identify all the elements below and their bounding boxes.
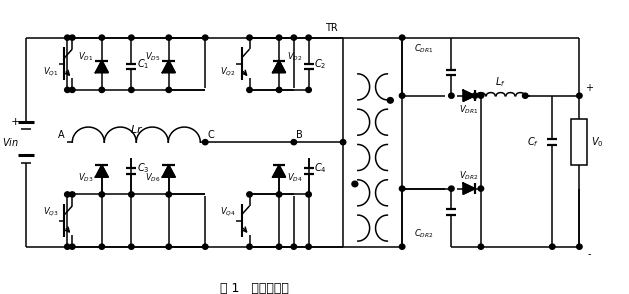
Circle shape: [387, 98, 393, 103]
Circle shape: [166, 35, 172, 40]
Polygon shape: [162, 165, 175, 177]
Text: +: +: [585, 83, 593, 93]
Bar: [572, 119, 587, 166]
Text: $C_{DR2}$: $C_{DR2}$: [414, 228, 433, 240]
Circle shape: [70, 35, 75, 40]
Text: $V_{Q3}$: $V_{Q3}$: [43, 205, 58, 218]
Text: 图 1   主电路拓扑: 图 1 主电路拓扑: [220, 282, 289, 294]
Circle shape: [99, 192, 104, 197]
Circle shape: [247, 35, 252, 40]
Circle shape: [478, 244, 484, 249]
Circle shape: [65, 35, 70, 40]
Text: $V_0$: $V_0$: [591, 135, 603, 149]
Text: $V_{D2}$: $V_{D2}$: [287, 50, 303, 63]
Circle shape: [306, 35, 311, 40]
Circle shape: [472, 93, 478, 98]
Polygon shape: [96, 61, 108, 73]
Circle shape: [70, 244, 75, 249]
Circle shape: [399, 35, 405, 40]
Polygon shape: [463, 90, 475, 101]
Circle shape: [276, 35, 282, 40]
Circle shape: [99, 87, 104, 93]
Circle shape: [399, 244, 405, 249]
Polygon shape: [272, 165, 286, 177]
Circle shape: [166, 244, 172, 249]
Circle shape: [247, 192, 252, 197]
Polygon shape: [272, 61, 286, 73]
Text: $V_{D3}$: $V_{D3}$: [78, 171, 94, 184]
Text: $V_{DR2}$: $V_{DR2}$: [459, 169, 479, 182]
Circle shape: [577, 93, 582, 98]
Text: $C_{DR1}$: $C_{DR1}$: [414, 43, 433, 55]
Circle shape: [399, 186, 405, 191]
Text: $V_{Q1}$: $V_{Q1}$: [43, 65, 58, 78]
Circle shape: [306, 244, 311, 249]
Text: $Vin$: $Vin$: [2, 136, 19, 148]
Circle shape: [65, 87, 70, 93]
Circle shape: [550, 244, 555, 249]
Bar: [343, 38, 402, 247]
Circle shape: [306, 87, 311, 93]
Circle shape: [247, 244, 252, 249]
Circle shape: [448, 93, 454, 98]
Text: $C_2$: $C_2$: [314, 57, 326, 71]
Text: $V_{D6}$: $V_{D6}$: [145, 171, 161, 184]
Circle shape: [65, 244, 70, 249]
Circle shape: [128, 244, 134, 249]
Circle shape: [203, 244, 208, 249]
Polygon shape: [96, 165, 108, 177]
Circle shape: [166, 87, 172, 93]
Circle shape: [276, 87, 282, 93]
Circle shape: [203, 140, 208, 145]
Circle shape: [306, 192, 311, 197]
Circle shape: [276, 244, 282, 249]
Circle shape: [99, 35, 104, 40]
Circle shape: [340, 140, 346, 145]
Text: $V_{D4}$: $V_{D4}$: [287, 171, 303, 184]
Circle shape: [352, 181, 358, 187]
Circle shape: [399, 93, 405, 98]
Circle shape: [128, 192, 134, 197]
Text: C: C: [208, 130, 214, 140]
Polygon shape: [463, 183, 475, 194]
Circle shape: [448, 186, 454, 191]
Text: $V_{Q2}$: $V_{Q2}$: [220, 65, 236, 78]
Circle shape: [478, 186, 484, 191]
Circle shape: [203, 35, 208, 40]
Text: $V_{D5}$: $V_{D5}$: [145, 50, 161, 63]
Text: $C_3$: $C_3$: [137, 161, 150, 175]
Circle shape: [70, 87, 75, 93]
Circle shape: [99, 244, 104, 249]
Circle shape: [523, 93, 528, 98]
Text: TR: TR: [325, 23, 338, 33]
Circle shape: [128, 35, 134, 40]
Circle shape: [70, 192, 75, 197]
Text: $V_{Q4}$: $V_{Q4}$: [220, 205, 236, 218]
Circle shape: [166, 192, 172, 197]
Circle shape: [291, 244, 297, 249]
Circle shape: [128, 87, 134, 93]
Text: $V_{D1}$: $V_{D1}$: [79, 50, 94, 63]
Circle shape: [291, 140, 297, 145]
Polygon shape: [162, 61, 175, 73]
Text: A: A: [58, 130, 65, 140]
Circle shape: [291, 35, 297, 40]
Text: $C_f$: $C_f$: [526, 135, 538, 149]
Text: +: +: [11, 117, 20, 127]
Circle shape: [247, 87, 252, 93]
Text: $C_4$: $C_4$: [314, 161, 327, 175]
Text: $V_{DR1}$: $V_{DR1}$: [459, 103, 479, 116]
Text: B: B: [296, 130, 303, 140]
Circle shape: [478, 93, 484, 98]
Circle shape: [577, 244, 582, 249]
Text: $L_f$: $L_f$: [495, 75, 506, 89]
Circle shape: [276, 192, 282, 197]
Text: $Lr$: $Lr$: [130, 123, 143, 135]
Text: $C_1$: $C_1$: [137, 57, 149, 71]
Circle shape: [65, 192, 70, 197]
Text: -: -: [587, 249, 591, 259]
